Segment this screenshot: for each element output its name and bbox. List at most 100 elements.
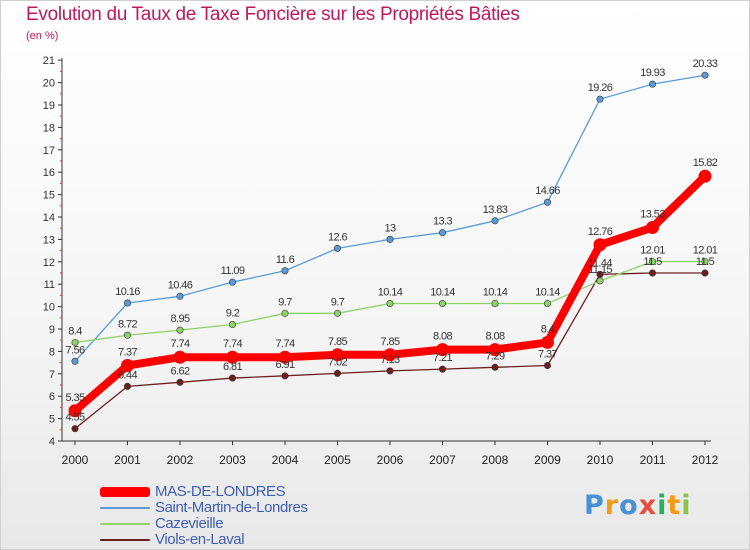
data-point — [226, 350, 239, 364]
data-point — [176, 292, 184, 300]
x-tick-label: 2003 — [219, 453, 246, 467]
data-point — [438, 229, 446, 237]
data-label: 8.08 — [485, 331, 504, 343]
proxiti-logo: Proxiti — [584, 490, 692, 521]
logo-letter: o — [619, 490, 639, 521]
x-tick-label: 2012 — [692, 453, 719, 467]
data-point — [383, 348, 397, 362]
y-tick-label: 8 — [49, 346, 55, 358]
data-label: 7.74 — [275, 338, 294, 350]
x-tick-label: 2008 — [482, 453, 509, 467]
y-tick-label: 18 — [43, 122, 55, 134]
y-tick-label: 12 — [43, 257, 55, 269]
data-point — [596, 277, 604, 285]
data-point — [278, 350, 292, 364]
data-point — [491, 299, 499, 307]
data-label: 4.55 — [65, 412, 84, 424]
data-label: 11.6 — [276, 254, 295, 266]
data-label: 13.83 — [483, 204, 508, 216]
y-tick-label: 10 — [43, 302, 55, 314]
data-label: 7.74 — [223, 338, 242, 350]
data-label: 11.5 — [696, 256, 715, 268]
y-tick-label: 7 — [49, 369, 55, 381]
data-point — [386, 299, 394, 307]
x-tick-label: 2005 — [324, 453, 351, 467]
data-label: 5.35 — [65, 392, 84, 404]
data-point — [646, 221, 659, 235]
data-point — [333, 369, 341, 377]
legend-item: Cazevieille — [100, 516, 400, 532]
data-point — [648, 258, 656, 266]
legend-swatch — [100, 507, 150, 509]
data-label: 6.81 — [223, 361, 242, 373]
data-label: 9.7 — [331, 296, 345, 308]
data-label: 7.85 — [380, 336, 399, 348]
data-point — [701, 71, 709, 79]
data-point — [124, 331, 132, 339]
y-tick-label: 20 — [43, 78, 55, 90]
data-label: 7.13 — [380, 354, 399, 366]
data-point — [121, 359, 134, 373]
data-point — [436, 343, 449, 357]
data-label: 20.33 — [693, 58, 718, 70]
data-point — [281, 372, 289, 380]
y-tick-label: 4 — [49, 436, 55, 448]
logo-letter: r — [604, 490, 620, 521]
data-label: 7.74 — [170, 338, 189, 350]
data-point — [229, 374, 237, 382]
data-point — [386, 367, 394, 375]
data-label: 10.16 — [115, 286, 140, 298]
legend-item: Viols-en-Laval — [100, 532, 400, 548]
legend-label: Saint-Martin-de-Londres — [155, 499, 308, 516]
data-point — [491, 217, 499, 225]
data-point — [124, 382, 132, 390]
legend-item: Saint-Martin-de-Londres — [100, 500, 400, 516]
x-tick-label: 2006 — [377, 453, 404, 467]
data-label: 7.56 — [65, 344, 84, 356]
x-tick-label: 2000 — [62, 453, 89, 467]
y-tick-label: 9 — [49, 324, 55, 336]
y-tick-label: 13 — [43, 234, 55, 246]
data-label: 11.09 — [221, 265, 245, 277]
data-label: 6.44 — [118, 369, 137, 381]
data-label: 7.02 — [328, 356, 347, 368]
x-tick-label: 2004 — [272, 453, 299, 467]
legend-swatch — [100, 523, 150, 525]
data-point — [71, 357, 79, 365]
data-label: 9.7 — [278, 296, 292, 308]
chart-title: Evolution du Taux de Taxe Foncière sur l… — [26, 4, 520, 25]
x-tick-label: 2007 — [429, 453, 456, 467]
x-tick-label: 2001 — [114, 453, 141, 467]
data-point — [488, 343, 502, 357]
data-point — [71, 425, 79, 433]
data-label: 11.15 — [588, 264, 612, 276]
data-label: 19.26 — [588, 82, 613, 94]
y-tick-label: 15 — [43, 190, 55, 202]
data-label: 12.01 — [640, 245, 665, 257]
data-label: 13 — [384, 222, 396, 234]
legend-item: MAS-DE-LONDRES — [100, 484, 400, 500]
logo-letter: P — [584, 490, 605, 521]
y-tick-label: 21 — [43, 55, 55, 67]
data-point — [543, 299, 551, 307]
data-label: 12.76 — [588, 226, 613, 238]
data-label: 13.53 — [640, 209, 665, 221]
data-label: 7.37 — [538, 349, 557, 361]
legend-label: Cazevieille — [155, 515, 224, 532]
y-tick-label: 14 — [43, 212, 55, 224]
data-label: 7.21 — [433, 352, 452, 364]
data-label: 10.14 — [535, 286, 560, 298]
data-label: 6.91 — [275, 359, 294, 371]
data-label: 10.14 — [378, 286, 403, 298]
data-point — [698, 169, 712, 183]
logo-letter: x — [638, 490, 658, 521]
y-tick-label: 17 — [43, 145, 55, 157]
data-point — [701, 258, 709, 266]
data-label: 10.14 — [483, 286, 508, 298]
data-point — [593, 238, 607, 252]
logo-letter: i — [681, 490, 692, 521]
x-tick-label: 2002 — [167, 453, 194, 467]
y-tick-label: 16 — [43, 167, 55, 179]
data-point — [71, 338, 79, 346]
data-point — [648, 269, 656, 277]
